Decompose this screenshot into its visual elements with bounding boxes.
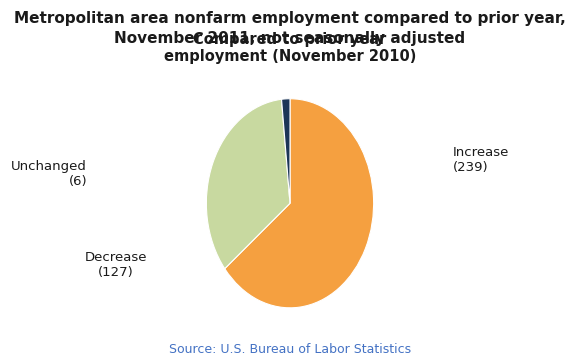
Text: Increase
(239): Increase (239) [452, 146, 509, 174]
Wedge shape [281, 99, 290, 203]
Text: Source: U.S. Bureau of Labor Statistics: Source: U.S. Bureau of Labor Statistics [169, 343, 411, 356]
Wedge shape [224, 99, 374, 308]
Wedge shape [206, 99, 290, 269]
Text: Decrease
(127): Decrease (127) [85, 251, 147, 279]
Text: Metropolitan area nonfarm employment compared to prior year,
November 2011, not : Metropolitan area nonfarm employment com… [14, 11, 566, 46]
Text: Unchanged
(6): Unchanged (6) [11, 160, 87, 188]
Title: Compared to prior year
employment (November 2010): Compared to prior year employment (Novem… [164, 32, 416, 65]
